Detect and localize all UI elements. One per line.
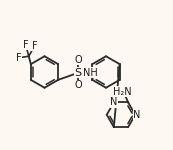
Text: N: N (110, 97, 118, 107)
Text: O: O (74, 81, 82, 90)
Text: O: O (74, 55, 82, 65)
Text: F: F (32, 41, 38, 51)
Text: NH: NH (83, 68, 98, 78)
Text: F: F (23, 40, 29, 50)
Text: S: S (75, 68, 82, 78)
Text: H₂N: H₂N (113, 87, 131, 97)
Text: N: N (133, 110, 140, 120)
Text: F: F (16, 53, 22, 63)
